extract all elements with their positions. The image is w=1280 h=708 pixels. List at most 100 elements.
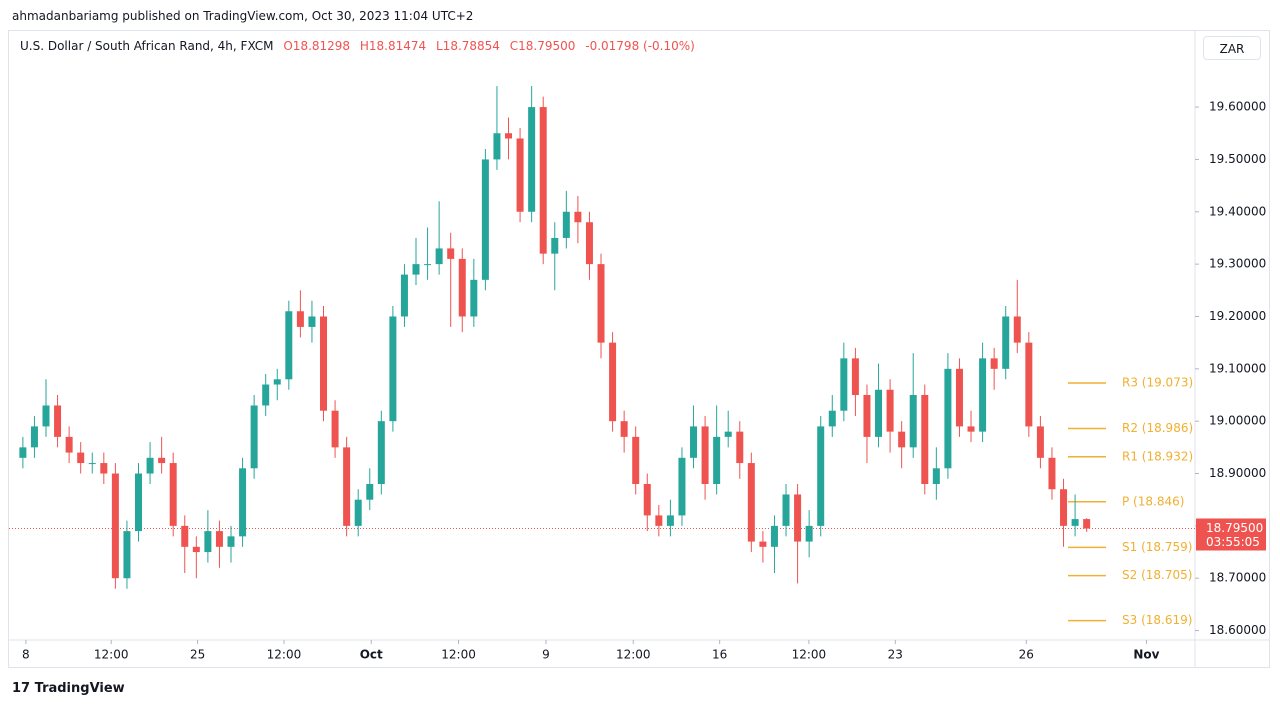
current-price-label: 18.79500 <box>1206 521 1263 535</box>
x-tick-label: 12:00 <box>94 648 129 662</box>
candle-body <box>30 426 38 448</box>
candle-body <box>863 394 871 437</box>
publisher: ahmadanbariamg published on TradingView.… <box>12 9 474 23</box>
candle-body <box>192 546 200 553</box>
symbol: U.S. Dollar / South African Rand, 4h, FX… <box>20 39 274 53</box>
pivot-label: S2 (18.705) <box>1122 568 1192 582</box>
candle-body <box>204 531 212 553</box>
candle-body <box>516 138 524 212</box>
y-tick-label: 18.60000 <box>1209 623 1266 637</box>
candle-body <box>979 358 987 432</box>
candle-body <box>354 499 362 526</box>
candle-body <box>794 494 802 542</box>
candle-body <box>597 264 605 343</box>
candle-body <box>609 342 617 422</box>
candle-body <box>944 368 952 469</box>
brand: 17 TradingView <box>12 681 125 696</box>
candle-body <box>100 463 108 474</box>
candle-body <box>493 133 501 160</box>
candle-body <box>343 447 351 526</box>
candle-body <box>1002 316 1010 369</box>
candle-body <box>250 405 258 469</box>
current-price-box <box>1196 518 1266 551</box>
y-tick-label: 19.20000 <box>1209 309 1266 323</box>
currency-button[interactable]: ZAR <box>1203 36 1261 60</box>
y-tick-label: 18.90000 <box>1209 466 1266 480</box>
candle-body <box>1060 489 1068 526</box>
candle-body <box>505 133 513 139</box>
x-tick-label: 9 <box>542 648 550 662</box>
candle-body <box>54 405 62 437</box>
candle-body <box>921 394 929 484</box>
candle-body <box>19 447 27 458</box>
y-tick-label: 19.50000 <box>1209 152 1266 166</box>
x-tick-label: 26 <box>1019 648 1034 662</box>
candle-body <box>1083 519 1091 529</box>
candle-body <box>620 421 628 437</box>
pivot-label: S1 (18.759) <box>1122 540 1192 554</box>
candle-body <box>690 426 698 458</box>
candle-body <box>747 463 755 542</box>
candle-body <box>181 525 189 547</box>
candle-body <box>967 426 975 432</box>
candle-body <box>724 431 732 437</box>
close-value: C18.79500 <box>509 39 576 53</box>
y-tick-label: 19.30000 <box>1209 257 1266 271</box>
candle-body <box>447 248 455 259</box>
candle-body <box>632 436 640 484</box>
candle-body <box>169 463 177 526</box>
candle-body <box>135 473 143 532</box>
candle-body <box>1025 342 1033 427</box>
candle-body <box>227 536 235 547</box>
candle-body <box>759 541 767 547</box>
candle-body <box>412 264 420 275</box>
candle-body <box>805 525 813 542</box>
x-tick-label: 16 <box>712 648 727 662</box>
candle-body <box>1071 519 1079 526</box>
candle-body <box>851 358 859 395</box>
x-tick-label: Nov <box>1133 648 1159 662</box>
candle-body <box>574 211 582 223</box>
candle-body <box>643 483 651 516</box>
low-value: L18.78854 <box>436 39 500 53</box>
candle-body <box>331 410 339 448</box>
chart-frame <box>8 30 1270 668</box>
open-value: O18.81298 <box>283 39 351 53</box>
candle-body <box>111 473 119 579</box>
brand-name: TradingView <box>34 681 125 696</box>
x-tick-label: 12:00 <box>616 648 651 662</box>
candle-body <box>435 248 443 265</box>
candle-body <box>458 258 466 317</box>
candle-body <box>736 431 744 464</box>
candle-body <box>88 463 96 465</box>
y-tick-label: 18.70000 <box>1209 571 1266 585</box>
candle-body <box>655 515 663 526</box>
candle-body <box>701 426 709 484</box>
candle-body <box>932 468 940 484</box>
pivot-label: R3 (19.073) <box>1122 375 1193 389</box>
candle-body <box>666 515 674 526</box>
candle-body <box>562 211 570 238</box>
candle-body <box>389 316 397 422</box>
candle-body <box>296 311 304 327</box>
candle-body <box>215 531 223 547</box>
x-tick-label: 8 <box>22 648 30 662</box>
candle-body <box>678 457 686 516</box>
x-tick-label: 23 <box>888 648 903 662</box>
candle-body <box>424 264 432 266</box>
x-tick-label: 25 <box>190 648 205 662</box>
candle-body <box>898 431 906 448</box>
candle-body <box>42 405 50 427</box>
pivot-label: S3 (18.619) <box>1122 613 1192 627</box>
candle-body <box>146 457 154 474</box>
y-tick-label: 19.60000 <box>1209 100 1266 114</box>
countdown-label: 03:55:05 <box>1206 535 1260 549</box>
candle-body <box>875 389 883 437</box>
candle-body <box>528 107 536 212</box>
y-tick-label: 19.40000 <box>1209 204 1266 218</box>
candle-body <box>782 494 790 526</box>
candle-body <box>158 457 166 464</box>
pivot-label: R1 (18.932) <box>1122 449 1193 463</box>
